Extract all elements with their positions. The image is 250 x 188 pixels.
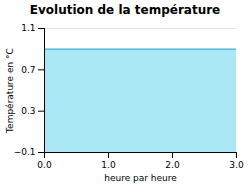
svg-text:0.3: 0.3 — [21, 106, 35, 116]
svg-text:0.0: 0.0 — [37, 160, 52, 170]
html-text:Evolution de la température: Evolution de la température — [29, 3, 221, 17]
svg-text:−0.1: −0.1 — [14, 147, 36, 157]
svg-text:1.0: 1.0 — [101, 160, 116, 170]
svg-text:3.0: 3.0 — [229, 160, 244, 170]
svg-text:1.1: 1.1 — [21, 23, 35, 33]
svg-text:0.7: 0.7 — [21, 65, 35, 75]
svg-text:2.0: 2.0 — [165, 160, 180, 170]
svg-text:Température en °C: Température en °C — [5, 48, 15, 134]
svg-text:heure par heure: heure par heure — [104, 173, 177, 183]
